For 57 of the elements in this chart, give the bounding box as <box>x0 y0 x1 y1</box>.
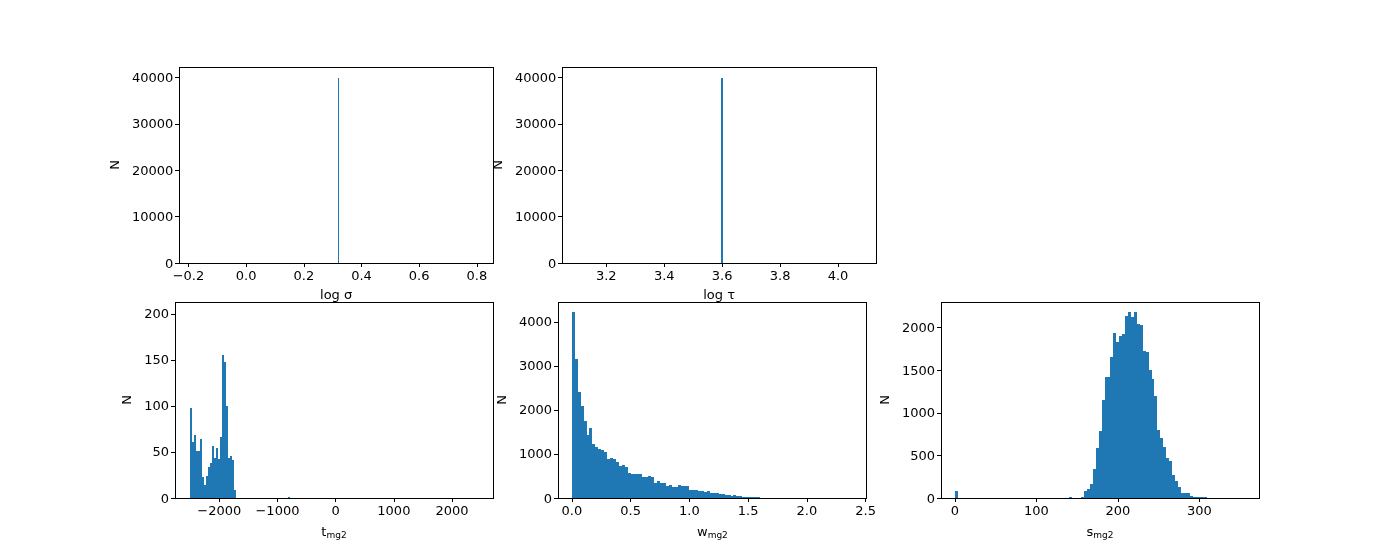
y-tick-label: 30000 <box>514 116 557 132</box>
y-tick-label: 10000 <box>514 209 557 225</box>
x-tick-label: 0.6 <box>408 268 430 283</box>
x-axis-title: log σ <box>320 287 353 302</box>
x-tick-label: 1.5 <box>737 503 759 518</box>
y-tick-label: 4000 <box>518 314 552 330</box>
y-tick-label: 40000 <box>131 70 174 86</box>
y-tick-label: 0 <box>543 490 552 506</box>
y-tick-label: 0 <box>547 255 557 271</box>
y-axis-title: N <box>494 395 510 405</box>
x-tick-label: 3.8 <box>769 268 791 283</box>
x-tick-label: 2.5 <box>855 503 877 518</box>
x-tick-label: 2.0 <box>796 503 818 518</box>
x-tick-label: 0.0 <box>561 503 583 518</box>
x-tick-label: 2000 <box>435 503 469 518</box>
y-tick-label: 0 <box>926 490 935 506</box>
y-tick-label: 2000 <box>518 402 552 418</box>
x-tick-label: 200 <box>1105 503 1131 518</box>
x-tick-label: 0.8 <box>466 268 488 283</box>
y-tick-label: 0 <box>160 490 169 506</box>
y-tick-label: 150 <box>144 352 169 368</box>
x-tick-label: 4.0 <box>827 268 849 283</box>
y-tick-label: 10000 <box>131 209 174 225</box>
y-axis-title: N <box>107 160 122 170</box>
x-tick-label: 0.0 <box>235 268 257 283</box>
x-tick-label: 1000 <box>377 503 411 518</box>
y-axis-title: N <box>119 395 135 405</box>
x-tick-label: 3.6 <box>711 268 733 283</box>
x-tick-label: 100 <box>1023 503 1049 518</box>
y-tick-label: 30000 <box>131 116 174 132</box>
x-tick-label: 3.4 <box>653 268 675 283</box>
y-tick-label: 2000 <box>901 320 935 336</box>
y-tick-label: 200 <box>144 306 169 322</box>
x-tick-label: 0 <box>950 503 959 518</box>
x-tick-label: 0 <box>331 503 340 518</box>
x-tick-label: 1.0 <box>679 503 700 518</box>
y-tick-label: 500 <box>910 447 935 463</box>
y-tick-label: 3000 <box>518 358 552 374</box>
x-tick-label: −0.2 <box>172 268 205 283</box>
x-tick-label: 300 <box>1187 503 1212 518</box>
x-tick-label: 0.5 <box>620 503 641 518</box>
x-axis-title: log τ <box>703 287 736 302</box>
x-tick-label: −1000 <box>255 503 300 518</box>
x-tick-label: 3.2 <box>595 268 617 283</box>
y-tick-label: 20000 <box>131 162 174 178</box>
y-tick-label: 1000 <box>518 446 552 462</box>
y-axis-title: N <box>877 395 893 405</box>
x-tick-label: −2000 <box>197 503 242 518</box>
x-tick-label: 0.4 <box>351 268 372 283</box>
y-tick-label: 20000 <box>514 162 557 178</box>
y-tick-label: 50 <box>152 444 169 460</box>
y-tick-label: 100 <box>144 398 169 414</box>
y-tick-label: 1000 <box>901 405 935 421</box>
y-tick-label: 0 <box>164 255 174 271</box>
y-tick-label: 1500 <box>901 362 935 378</box>
x-tick-label: 0.2 <box>293 268 315 283</box>
y-tick-label: 40000 <box>514 70 557 86</box>
